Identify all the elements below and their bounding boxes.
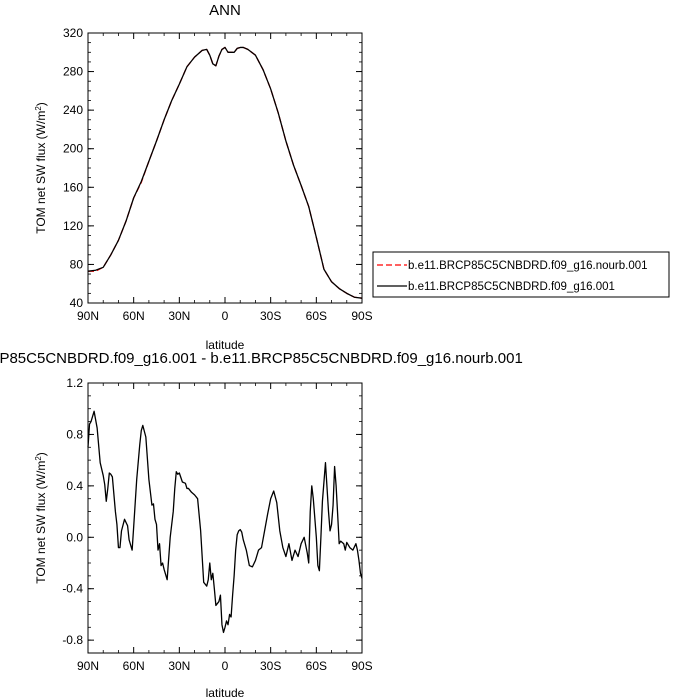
legend-label-nourb: b.e11.BRCP85C5CNBDRD.f09_g16.nourb.001 xyxy=(408,260,648,272)
bottom-series-line-0 xyxy=(87,410,363,634)
bottom-x-tick-label: 0 xyxy=(222,659,229,673)
bottom-plot-frame xyxy=(87,382,363,654)
top-x-axis-label: latitude xyxy=(206,338,245,352)
top-y-tick-label: 120 xyxy=(63,219,83,233)
legend-label-control: b.e11.BRCP85C5CNBDRD.f09_g16.001 xyxy=(408,281,615,293)
bottom-y-tick-label: 0.4 xyxy=(66,479,83,493)
top-y-tick-label: 280 xyxy=(63,65,83,79)
top-y-tick-label: 80 xyxy=(70,257,84,271)
top-panel: ANN TOM net SW flux (W/m2) 90N 60N 30N 0 30S… xyxy=(34,2,373,352)
bottom-x-tick-label: 60N xyxy=(123,659,145,673)
bottom-tick-labels: 90N 60N 30N 0 30S 60S 90S -0.8 -0.4 0.0 0.4 0.8 1.2 xyxy=(62,376,372,673)
top-x-tick-label: 0 xyxy=(222,309,229,323)
bottom-x-tick-label: 90S xyxy=(351,659,372,673)
top-series-line-0 xyxy=(88,46,363,299)
bottom-y-axis-label: TOM net SW flux (W/m2) xyxy=(34,452,49,584)
top-x-tick-label: 90N xyxy=(77,309,99,323)
top-ticks xyxy=(87,32,363,304)
top-x-tick-label: 30S xyxy=(260,309,281,323)
bottom-panel: b.e11.BRCP85C5CNBDRD.f09_g16.001 - b.e11… xyxy=(0,350,523,700)
top-y-axis-label: TOM net SW flux (W/m2) xyxy=(34,102,49,234)
top-x-tick-label: 60S xyxy=(306,309,327,323)
bottom-x-tick-label: 90N xyxy=(77,659,99,673)
top-y-tick-label: 320 xyxy=(63,26,83,40)
top-x-tick-label: 30N xyxy=(168,309,190,323)
bottom-y-tick-label: -0.8 xyxy=(62,633,83,647)
top-series-lines xyxy=(87,46,363,299)
bottom-chart-title: b.e11.BRCP85C5CNBDRD.f09_g16.001 - b.e11… xyxy=(0,350,523,367)
bottom-x-tick-label: 30N xyxy=(168,659,190,673)
bottom-x-axis-label: latitude xyxy=(206,686,245,700)
top-plot-frame xyxy=(87,32,363,304)
top-y-tick-label: 160 xyxy=(63,180,83,194)
bottom-y-tick-label: 0.0 xyxy=(66,530,83,544)
bottom-y-tick-label: 1.2 xyxy=(66,376,83,390)
legend-box xyxy=(372,251,670,298)
bottom-x-tick-label: 30S xyxy=(260,659,281,673)
top-y-tick-label: 200 xyxy=(63,142,83,156)
top-tick-labels: 90N 60N 30N 0 30S 60S 90S 40 80 120 160 200 240 280 32… xyxy=(63,26,373,323)
top-series-line-1 xyxy=(87,46,363,299)
bottom-y-tick-label: -0.4 xyxy=(62,582,83,596)
bottom-ticks xyxy=(87,382,363,654)
top-x-tick-label: 90S xyxy=(351,309,372,323)
bottom-x-tick-label: 60S xyxy=(306,659,327,673)
top-chart-title: ANN xyxy=(209,2,241,19)
bottom-series-lines xyxy=(87,410,363,634)
top-y-tick-label: 40 xyxy=(70,296,84,310)
top-x-tick-label: 60N xyxy=(123,309,145,323)
bottom-y-tick-label: 0.8 xyxy=(66,427,83,441)
legend: b.e11.BRCP85C5CNBDRD.f09_g16.nourb.001 b… xyxy=(372,251,670,298)
top-y-tick-label: 240 xyxy=(63,103,83,117)
